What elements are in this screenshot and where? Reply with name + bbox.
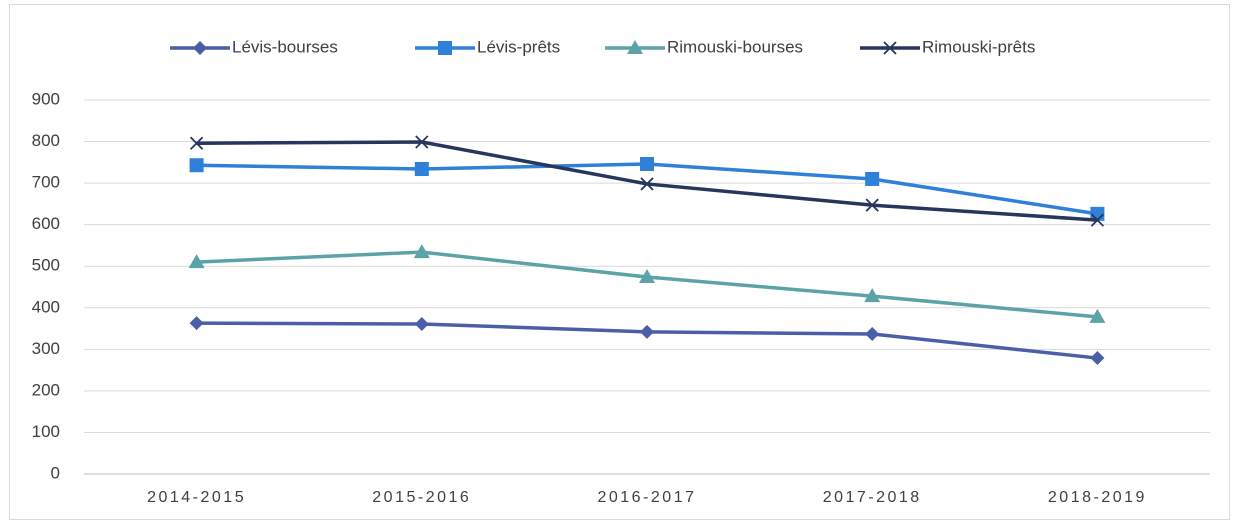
y-tick-label: 400 xyxy=(32,297,60,316)
legend-marker xyxy=(883,41,897,55)
x-tick-label: 2016-2017 xyxy=(597,489,696,506)
legend-marker xyxy=(193,41,207,55)
x-tick-label: 2017-2018 xyxy=(823,489,922,506)
point-marker xyxy=(639,269,655,284)
point-marker xyxy=(1090,213,1105,227)
legend-label: Lévis-bourses xyxy=(232,37,338,56)
point-marker xyxy=(640,156,654,171)
x-tick-label: 2014-2015 xyxy=(147,489,246,506)
y-tick-label: 800 xyxy=(32,131,60,150)
legend-marker xyxy=(438,41,452,55)
point-marker xyxy=(189,316,204,331)
point-marker xyxy=(640,324,654,339)
point-marker xyxy=(189,158,204,173)
point-marker xyxy=(415,135,429,149)
point-marker xyxy=(188,254,205,269)
point-marker xyxy=(640,177,654,191)
point-marker xyxy=(413,244,430,259)
y-tick-label: 0 xyxy=(51,463,60,482)
legend-label: Lévis-prêts xyxy=(477,37,560,56)
x-tick-label: 2018-2019 xyxy=(1048,489,1147,506)
point-marker xyxy=(414,316,429,331)
point-marker xyxy=(1089,308,1106,323)
legend-label: Rimouski-bourses xyxy=(667,37,803,56)
point-marker xyxy=(1090,351,1105,366)
legend-marker xyxy=(627,40,643,54)
x-tick-label: 2015-2016 xyxy=(372,489,471,506)
point-marker xyxy=(189,136,204,150)
legend-label: Rimouski-prêts xyxy=(922,37,1035,56)
y-tick-label: 100 xyxy=(32,422,60,441)
y-tick-label: 600 xyxy=(32,214,60,233)
y-tick-label: 500 xyxy=(32,256,60,275)
point-marker xyxy=(414,161,429,176)
y-tick-label: 900 xyxy=(32,89,60,108)
point-marker xyxy=(865,326,880,341)
y-tick-label: 700 xyxy=(32,173,60,192)
y-tick-label: 300 xyxy=(32,339,60,358)
point-marker xyxy=(864,288,881,303)
point-marker xyxy=(865,198,879,212)
y-tick-label: 200 xyxy=(32,380,60,399)
point-marker xyxy=(865,171,880,186)
